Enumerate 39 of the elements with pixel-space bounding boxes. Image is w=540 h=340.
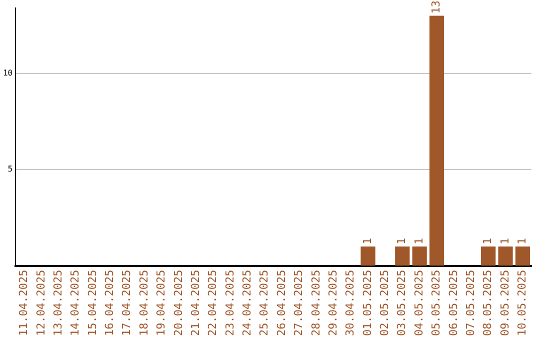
x-tick-label: 30.04.2025 [344, 270, 357, 336]
x-tick-label: 27.04.2025 [292, 270, 306, 336]
data-label: 1 [498, 238, 512, 245]
x-tick-label: 15.04.2025 [86, 270, 99, 336]
x-tick-label: 10.05.2025 [516, 270, 529, 336]
x-tick-label: 07.05.2025 [464, 270, 477, 336]
data-label: 1 [516, 238, 529, 245]
data-label: 1 [395, 238, 408, 245]
x-tick-label: 12.04.2025 [34, 270, 48, 336]
x-tick-label: 20.04.2025 [172, 270, 185, 336]
x-tick-label: 04.05.2025 [412, 270, 426, 336]
data-label: 1 [412, 238, 426, 245]
x-tick-label: 18.04.2025 [137, 270, 150, 336]
data-label: 1 [360, 238, 374, 245]
x-tick-label: 17.04.2025 [120, 270, 134, 336]
x-tick-label: 24.04.2025 [240, 270, 254, 336]
x-tick-label: 19.04.2025 [154, 270, 168, 336]
x-tick-label: 05.05.2025 [430, 270, 443, 336]
x-tick-label: 21.04.2025 [188, 270, 202, 336]
x-tick-label: 02.05.2025 [378, 270, 392, 336]
y-tick-label: 10 [2, 68, 13, 78]
x-tick-label: 08.05.2025 [481, 270, 494, 336]
x-tick-label: 03.05.2025 [395, 270, 408, 336]
x-tick-label: 26.04.2025 [274, 270, 288, 336]
x-tick-label: 29.04.2025 [326, 270, 340, 336]
x-tick-label: 06.05.2025 [446, 270, 460, 336]
x-tick-label: 22.04.2025 [206, 270, 220, 336]
x-tick-label: 25.04.2025 [258, 270, 271, 336]
x-tick-label: 16.04.2025 [103, 270, 116, 336]
data-label: 1 [481, 238, 494, 245]
x-tick-label: 09.05.2025 [498, 270, 512, 336]
data-label: 13 [430, 0, 443, 14]
x-tick-label: 28.04.2025 [309, 270, 322, 336]
y-tick-label: 5 [8, 164, 13, 174]
x-tick-label: 14.04.2025 [68, 270, 82, 336]
x-tick-label: 01.05.2025 [360, 270, 374, 336]
x-tick-label: 13.04.2025 [51, 270, 64, 336]
x-tick-label: 11.04.2025 [17, 270, 30, 336]
x-tick-label: 23.04.2025 [223, 270, 236, 336]
